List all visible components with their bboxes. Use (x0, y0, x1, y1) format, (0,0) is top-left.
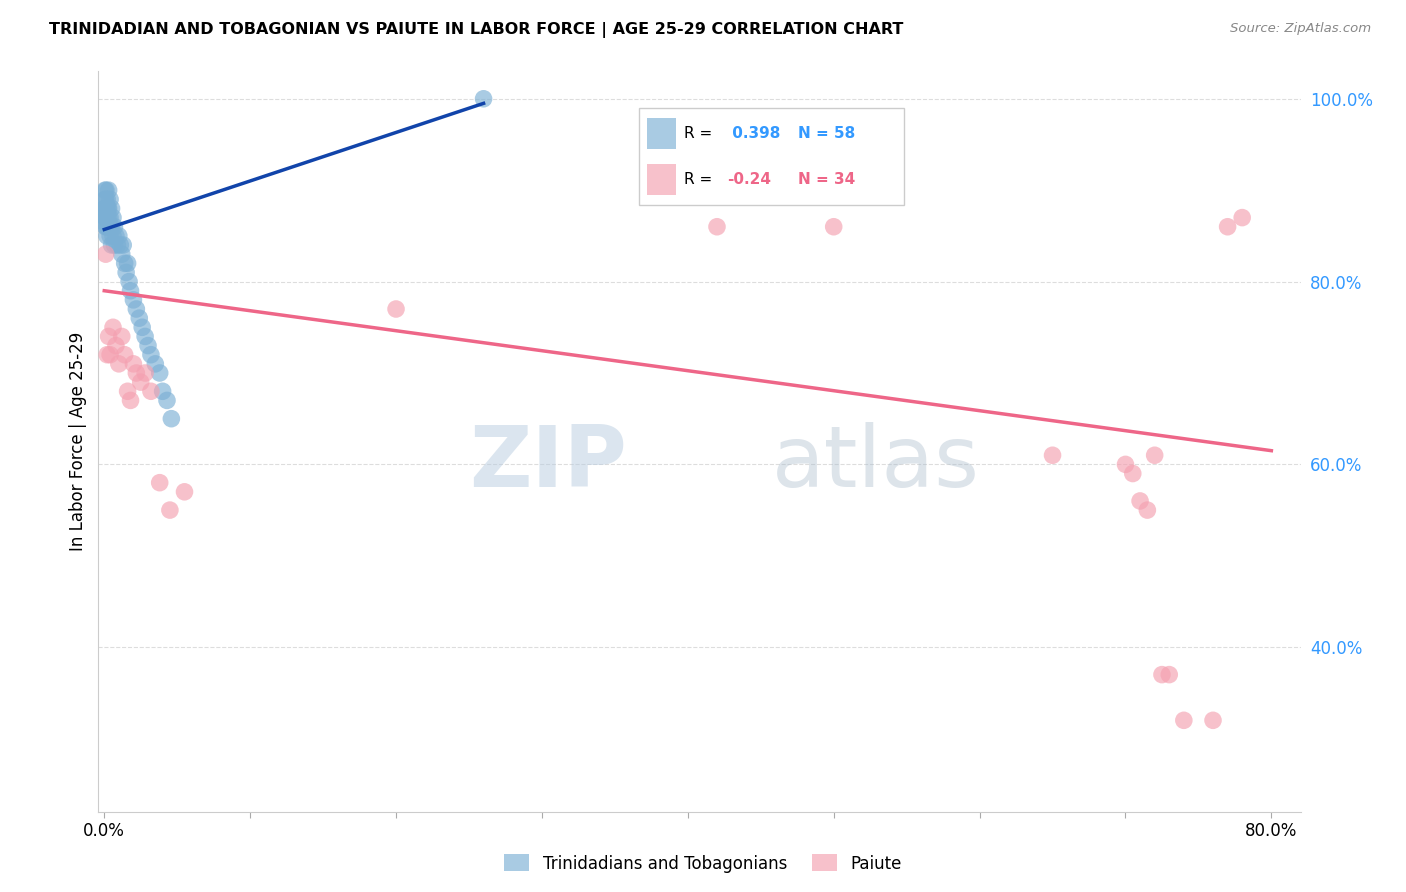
Point (1122, 467, 1144, 481)
Point (114, 348, 136, 362)
Point (96, 228, 118, 243)
Point (94, 211, 117, 225)
Point (96, 202, 118, 216)
Point (105, 238, 128, 252)
Point (120, 284, 142, 298)
Point (94, 247, 117, 261)
Point (159, 503, 181, 517)
Point (96, 219, 118, 234)
Point (100, 219, 122, 234)
Point (114, 256, 136, 270)
Point (94, 202, 117, 216)
Point (117, 256, 139, 270)
Point (98, 211, 121, 225)
Point (108, 357, 131, 371)
Point (131, 320, 153, 334)
Point (1202, 714, 1225, 728)
Point (104, 228, 127, 243)
Point (1216, 219, 1239, 234)
Point (112, 238, 135, 252)
Point (149, 475, 172, 490)
Point (118, 275, 141, 289)
Point (100, 202, 122, 216)
Point (160, 411, 183, 425)
Point (98, 192, 121, 206)
Point (1230, 211, 1253, 225)
Point (134, 329, 156, 343)
Point (117, 384, 139, 399)
Point (1159, 667, 1181, 681)
Point (96, 192, 118, 206)
Point (94, 183, 117, 197)
Point (125, 301, 148, 316)
Point (115, 265, 138, 279)
Point (110, 238, 132, 252)
Point (111, 247, 134, 261)
Point (104, 338, 127, 352)
Point (385, 301, 408, 316)
Y-axis label: In Labor Force | Age 25-29: In Labor Force | Age 25-29 (69, 332, 87, 551)
Point (96, 211, 118, 225)
Point (97, 202, 120, 216)
Point (1042, 448, 1064, 462)
Text: Source: ZipAtlas.com: Source: ZipAtlas.com (1230, 22, 1371, 36)
Point (139, 384, 162, 399)
Point (173, 484, 195, 499)
Point (1173, 714, 1195, 728)
Point (152, 384, 174, 399)
Text: TRINIDADIAN AND TOBAGONIAN VS PAIUTE IN LABOR FORCE | AGE 25-29 CORRELATION CHAR: TRINIDADIAN AND TOBAGONIAN VS PAIUTE IN … (49, 22, 904, 38)
Point (1150, 667, 1173, 681)
Point (143, 357, 166, 371)
Point (94, 202, 117, 216)
Point (97, 329, 120, 343)
Point (96, 211, 118, 225)
Text: ZIP: ZIP (470, 422, 627, 505)
Point (111, 329, 134, 343)
Point (94, 219, 117, 234)
Point (1136, 503, 1159, 517)
Point (1129, 494, 1152, 508)
Point (93, 211, 115, 225)
Legend: Trinidadians and Tobagonians, Paiute: Trinidadians and Tobagonians, Paiute (498, 847, 908, 880)
Point (103, 219, 125, 234)
Point (136, 338, 159, 352)
Point (139, 348, 162, 362)
Point (125, 366, 148, 380)
Point (120, 393, 142, 408)
Point (472, 92, 495, 106)
Point (94, 183, 117, 197)
Point (101, 211, 124, 225)
Point (98, 348, 121, 362)
Point (94, 192, 117, 206)
Point (97, 211, 120, 225)
Point (823, 219, 845, 234)
Point (97, 202, 120, 216)
Point (96, 348, 118, 362)
Point (98, 228, 121, 243)
Point (156, 393, 179, 408)
Point (101, 228, 124, 243)
Point (94, 202, 117, 216)
Point (100, 238, 122, 252)
Point (706, 219, 728, 234)
Point (122, 293, 145, 307)
Point (108, 228, 131, 243)
Point (103, 238, 125, 252)
Point (1143, 448, 1166, 462)
Point (96, 219, 118, 234)
Point (94, 192, 117, 206)
Point (128, 311, 150, 326)
Point (97, 219, 120, 234)
Point (97, 183, 120, 197)
Point (101, 320, 124, 334)
Point (93, 202, 115, 216)
Point (129, 375, 152, 389)
Point (134, 366, 156, 380)
Point (149, 366, 172, 380)
Point (122, 357, 145, 371)
Text: atlas: atlas (772, 422, 980, 505)
Point (1114, 458, 1136, 472)
Point (94, 211, 117, 225)
